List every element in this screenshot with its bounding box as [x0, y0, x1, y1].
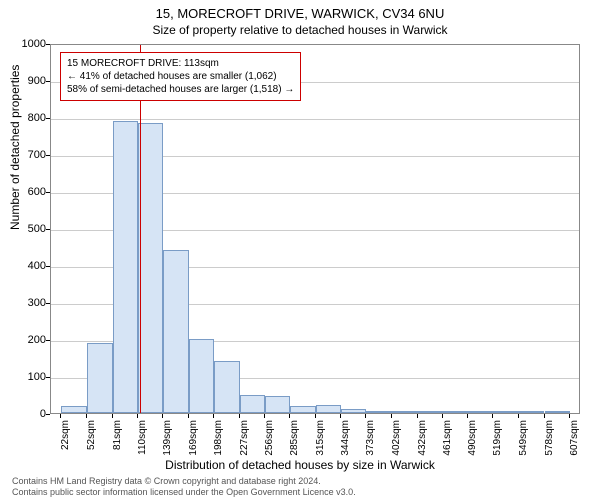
x-tick-label: 607sqm — [569, 420, 580, 460]
x-tick-label: 490sqm — [467, 420, 478, 460]
y-tick-label: 800 — [6, 112, 46, 124]
histogram-bar — [316, 405, 341, 413]
histogram-bar — [138, 123, 163, 413]
histogram-bar — [163, 250, 189, 413]
x-tick-label: 110sqm — [137, 420, 148, 460]
attribution-footer: Contains HM Land Registry data © Crown c… — [12, 476, 588, 498]
x-tick-label: 402sqm — [391, 420, 402, 460]
x-tick-label: 578sqm — [544, 420, 555, 460]
histogram-bar — [392, 411, 418, 413]
x-tick-label: 285sqm — [289, 420, 300, 460]
histogram-bar — [265, 396, 290, 413]
x-tick-label: 52sqm — [86, 420, 97, 460]
histogram-bar — [366, 411, 391, 413]
histogram-bar — [493, 411, 519, 413]
histogram-bar — [61, 406, 87, 413]
x-tick-label: 461sqm — [442, 420, 453, 460]
property-info-box: 15 MORECROFT DRIVE: 113sqm ← 41% of deta… — [60, 52, 301, 101]
x-tick-label: 227sqm — [239, 420, 250, 460]
x-tick-label: 519sqm — [492, 420, 503, 460]
y-tick-label: 500 — [6, 223, 46, 235]
histogram-bar — [87, 343, 112, 413]
footer-line: Contains HM Land Registry data © Crown c… — [12, 476, 588, 487]
info-line: ← 41% of detached houses are smaller (1,… — [67, 70, 294, 83]
page-subtitle: Size of property relative to detached ho… — [0, 21, 600, 37]
y-tick-label: 300 — [6, 297, 46, 309]
page-title: 15, MORECROFT DRIVE, WARWICK, CV34 6NU — [0, 0, 600, 21]
x-tick-label: 169sqm — [188, 420, 199, 460]
y-tick-label: 700 — [6, 149, 46, 161]
histogram-bar — [214, 361, 239, 413]
y-tick-label: 0 — [6, 408, 46, 420]
y-tick-label: 200 — [6, 334, 46, 346]
x-tick-label: 549sqm — [518, 420, 529, 460]
x-tick-label: 373sqm — [365, 420, 376, 460]
y-tick-label: 900 — [6, 75, 46, 87]
histogram-bar — [418, 411, 443, 413]
x-tick-label: 256sqm — [264, 420, 275, 460]
x-tick-label: 432sqm — [417, 420, 428, 460]
x-tick-label: 81sqm — [112, 420, 123, 460]
x-tick-label: 139sqm — [162, 420, 173, 460]
histogram-bar — [443, 411, 468, 413]
y-tick-label: 1000 — [6, 38, 46, 50]
histogram-bar — [113, 121, 138, 413]
y-tick-label: 600 — [6, 186, 46, 198]
info-line: 58% of semi-detached houses are larger (… — [67, 83, 294, 96]
histogram-bar — [545, 411, 570, 413]
histogram-bar — [290, 406, 316, 413]
x-axis-label: Distribution of detached houses by size … — [0, 458, 600, 472]
y-tick-label: 100 — [6, 371, 46, 383]
histogram-bar — [519, 411, 544, 413]
histogram-bar — [468, 411, 493, 413]
y-tick-label: 400 — [6, 260, 46, 272]
y-axis-label: Number of detached properties — [8, 65, 22, 230]
x-tick-label: 198sqm — [213, 420, 224, 460]
info-line: 15 MORECROFT DRIVE: 113sqm — [67, 57, 294, 70]
x-tick-label: 315sqm — [315, 420, 326, 460]
x-tick-label: 344sqm — [340, 420, 351, 460]
histogram-bar — [341, 409, 366, 413]
histogram-bar — [189, 339, 214, 413]
footer-line: Contains public sector information licen… — [12, 487, 588, 498]
x-tick-label: 22sqm — [60, 420, 71, 460]
histogram-bar — [240, 395, 265, 414]
